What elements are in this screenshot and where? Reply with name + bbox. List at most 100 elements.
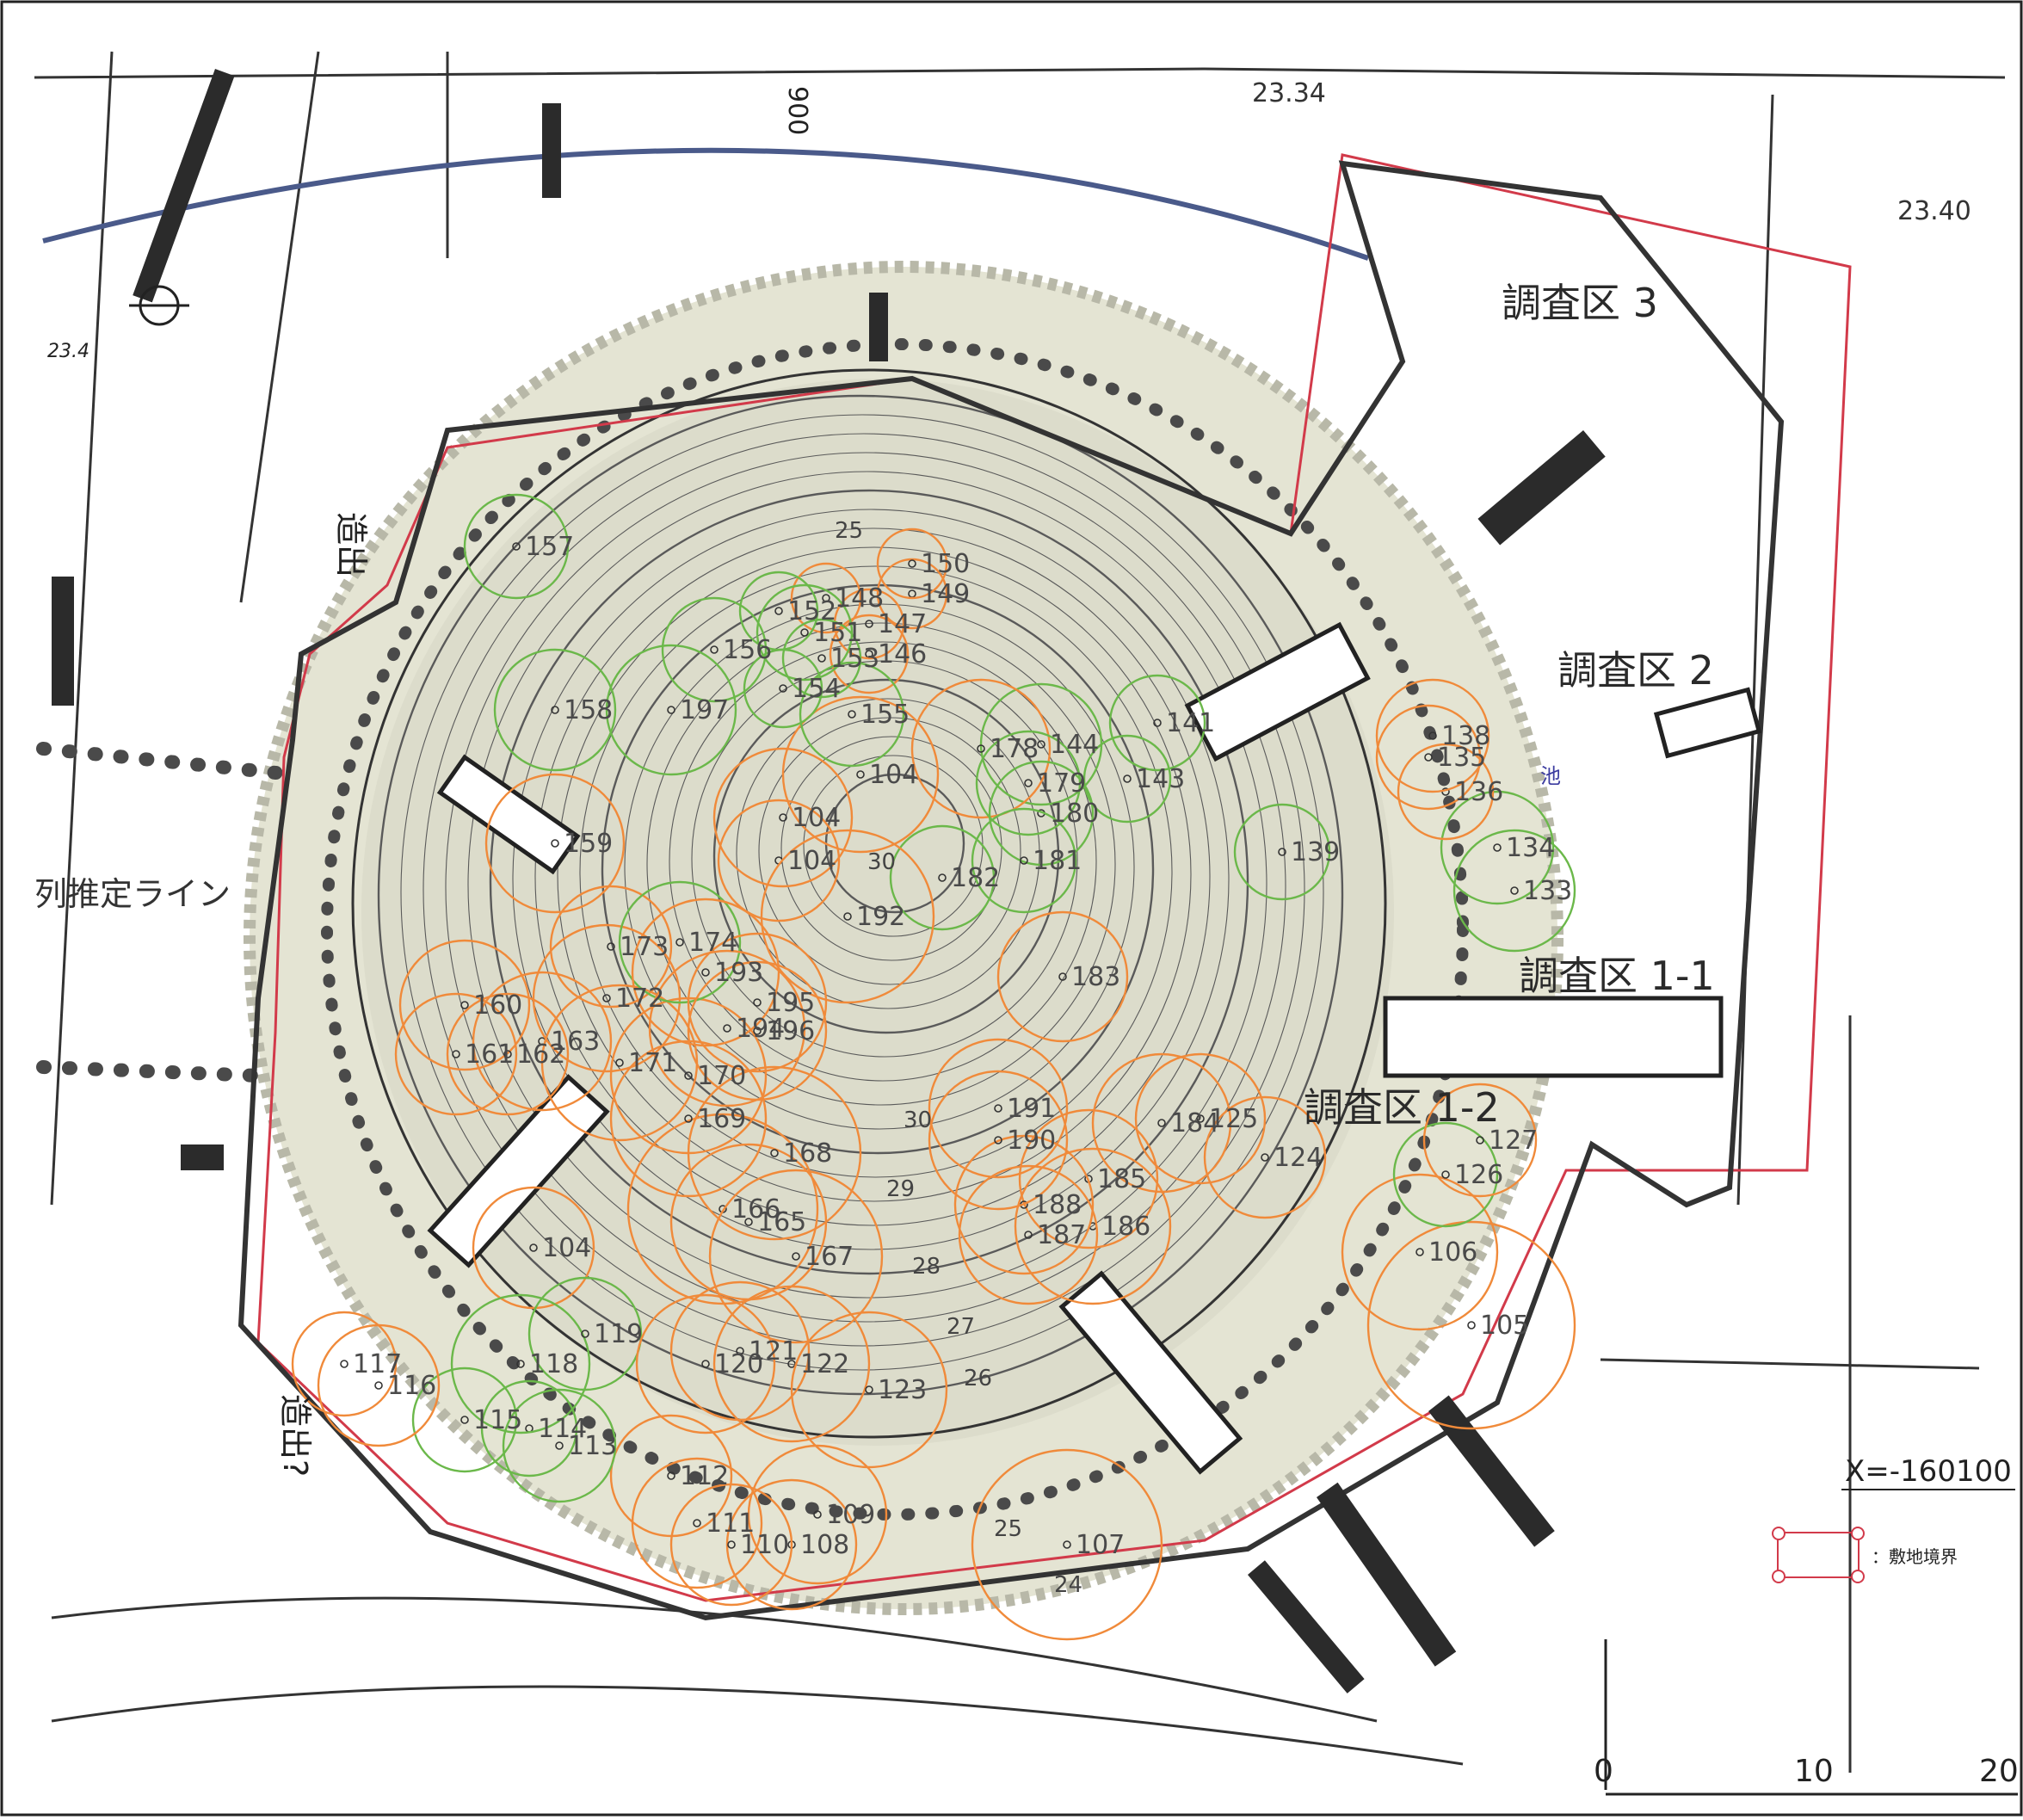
survey-circle <box>1366 1220 1576 1430</box>
survey-point-marker-icon <box>1278 848 1286 856</box>
survey-circle <box>687 932 828 1073</box>
survey-circle <box>480 1379 578 1478</box>
survey-point-marker-icon <box>736 1347 744 1355</box>
survey-circle <box>1018 1108 1159 1249</box>
survey-circle <box>1375 704 1482 811</box>
survey-point-marker-icon <box>865 620 873 628</box>
survey-point-marker-icon <box>1020 856 1028 865</box>
contour-line <box>467 471 1267 1299</box>
survey-point-label: 156 <box>723 635 772 665</box>
survey-circle <box>790 562 862 634</box>
elevation-top-right: 23.40 <box>1897 196 1971 226</box>
contour-value-label: 29 <box>886 1176 915 1202</box>
survey-point-label: 143 <box>1136 764 1185 794</box>
survey-point-label: 185 <box>1097 1164 1146 1194</box>
survey-point-marker-icon <box>1123 774 1132 783</box>
survey-circle <box>1108 674 1206 772</box>
survey-point-marker-icon <box>452 1050 460 1058</box>
survey-point-label: 165 <box>757 1207 806 1237</box>
survey-point-marker-icon <box>1428 731 1437 740</box>
survey-point-label: 178 <box>990 734 1039 764</box>
survey-point-marker-icon <box>516 1360 525 1368</box>
survey-point-marker-icon <box>843 912 852 921</box>
survey-point-label: 149 <box>921 579 970 609</box>
road-edge-top <box>34 67 2006 79</box>
survey-point-marker-icon <box>460 1416 469 1424</box>
survey-circle <box>953 1134 1095 1275</box>
survey-circle <box>1452 829 1576 953</box>
structure-2 <box>542 103 561 198</box>
trench-west <box>436 754 581 875</box>
survey-point-label: 104 <box>869 760 918 790</box>
survey-circle <box>493 648 617 772</box>
structure-1 <box>133 68 235 303</box>
contour-line <box>512 509 1230 1250</box>
survey-point-label: 117 <box>353 1349 402 1379</box>
survey-circle <box>502 1388 617 1503</box>
survey-point-marker-icon <box>1510 886 1519 895</box>
survey-point-label: 104 <box>792 803 841 833</box>
survey-point-label: 114 <box>538 1414 587 1444</box>
survey-point-marker-icon <box>374 1381 383 1390</box>
survey-point-label: 196 <box>766 1016 815 1046</box>
legend-site-boundary-text: ：敷地境界 <box>1872 1545 1958 1567</box>
trench-1-1 <box>1383 996 1724 1078</box>
survey-circle <box>1134 1052 1267 1185</box>
survey-point-label: 197 <box>680 695 729 725</box>
survey-point-label: 180 <box>1050 799 1099 829</box>
survey-point-marker-icon <box>1415 1248 1424 1256</box>
survey-point-label: 184 <box>1170 1108 1219 1138</box>
contour-line <box>579 565 1173 1178</box>
survey-circle <box>446 992 570 1116</box>
contour-line <box>445 452 1286 1323</box>
survey-circle <box>411 1367 518 1473</box>
survey-circle <box>605 644 737 776</box>
contour-value-label: 30 <box>867 849 896 875</box>
survey-point-marker-icon <box>551 706 559 714</box>
survey-point-marker-icon <box>503 1050 512 1058</box>
survey-point-marker-icon <box>1476 1136 1484 1144</box>
survey-point-label: 134 <box>1506 833 1555 863</box>
survey-circle <box>1397 743 1495 841</box>
contour-line <box>669 641 1097 1082</box>
survey-point-marker-icon <box>581 1330 589 1338</box>
survey-point-marker-icon <box>667 706 675 714</box>
survey-point-label: 151 <box>813 618 862 648</box>
survey-point-marker-icon <box>856 770 865 779</box>
contour-value-label: 25 <box>994 1516 1022 1542</box>
survey-point-label: 107 <box>1076 1530 1125 1560</box>
structures <box>52 68 1606 1694</box>
survey-circle <box>532 923 682 1073</box>
legend: ：敷地境界 <box>1772 1527 1958 1583</box>
survey-point-marker-icon <box>1058 972 1067 981</box>
survey-point-marker-icon <box>1157 1119 1166 1127</box>
survey-circle <box>996 910 1129 1043</box>
survey-circle <box>829 614 910 694</box>
survey-circle <box>889 824 996 931</box>
survey-point-label: 115 <box>473 1405 522 1435</box>
row-line-label: 列推定ライン <box>34 875 231 913</box>
road-edge-bottom <box>51 1685 1464 1766</box>
mound-base <box>361 379 1394 1446</box>
survey-point-label: 182 <box>951 863 1000 893</box>
survey-circle <box>687 960 828 1101</box>
survey-circle <box>1341 1173 1499 1331</box>
contour-value-label: 25 <box>835 518 863 544</box>
survey-point-marker-icon <box>1441 1170 1450 1179</box>
survey-circle <box>958 1164 1099 1305</box>
dot-ring <box>321 338 1469 1521</box>
structure-7 <box>1247 1560 1365 1694</box>
survey-point-marker-icon <box>675 938 684 947</box>
survey-circle <box>1375 678 1490 793</box>
survey-circle <box>988 760 1095 867</box>
survey-point-label: 194 <box>736 1014 785 1044</box>
survey-circle <box>971 807 1077 914</box>
survey-circle <box>760 829 935 1004</box>
survey-point-marker-icon <box>602 994 611 1003</box>
contour-line <box>736 698 1040 1009</box>
survey-circle <box>291 1311 398 1417</box>
elevation-top-left: 23.4 <box>47 341 89 362</box>
survey-circle <box>781 695 940 854</box>
survey-point-label: 179 <box>1037 768 1086 799</box>
